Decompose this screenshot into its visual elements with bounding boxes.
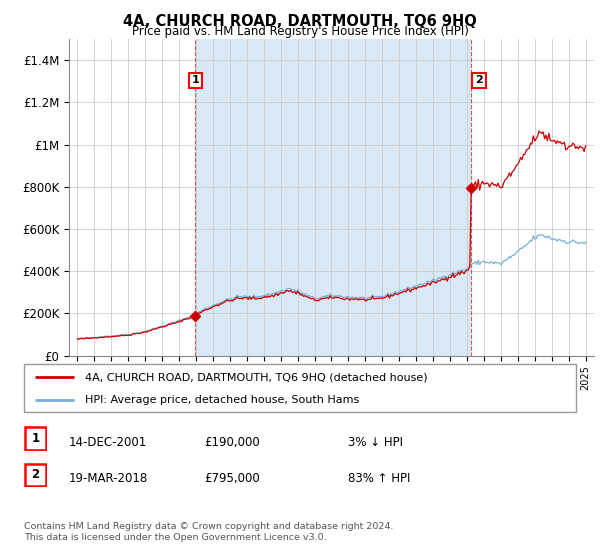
Text: £795,000: £795,000: [204, 472, 260, 485]
Text: 2: 2: [475, 76, 483, 85]
Text: HPI: Average price, detached house, South Hams: HPI: Average price, detached house, Sout…: [85, 395, 359, 405]
FancyBboxPatch shape: [24, 364, 576, 412]
FancyBboxPatch shape: [25, 427, 46, 450]
Text: 2: 2: [31, 468, 40, 482]
Text: This data is licensed under the Open Government Licence v3.0.: This data is licensed under the Open Gov…: [24, 533, 326, 542]
Text: 4A, CHURCH ROAD, DARTMOUTH, TQ6 9HQ (detached house): 4A, CHURCH ROAD, DARTMOUTH, TQ6 9HQ (det…: [85, 372, 427, 382]
Text: 83% ↑ HPI: 83% ↑ HPI: [348, 472, 410, 485]
Bar: [196, 39, 470, 356]
FancyBboxPatch shape: [25, 464, 46, 486]
Text: Contains HM Land Registry data © Crown copyright and database right 2024.: Contains HM Land Registry data © Crown c…: [24, 522, 394, 531]
Text: £190,000: £190,000: [204, 436, 260, 449]
Text: Price paid vs. HM Land Registry's House Price Index (HPI): Price paid vs. HM Land Registry's House …: [131, 25, 469, 38]
Text: 3% ↓ HPI: 3% ↓ HPI: [348, 436, 403, 449]
Text: 1: 1: [31, 432, 40, 445]
Text: 1: 1: [191, 76, 199, 85]
Text: 19-MAR-2018: 19-MAR-2018: [69, 472, 148, 485]
Text: 4A, CHURCH ROAD, DARTMOUTH, TQ6 9HQ: 4A, CHURCH ROAD, DARTMOUTH, TQ6 9HQ: [123, 14, 477, 29]
Text: 14-DEC-2001: 14-DEC-2001: [69, 436, 147, 449]
